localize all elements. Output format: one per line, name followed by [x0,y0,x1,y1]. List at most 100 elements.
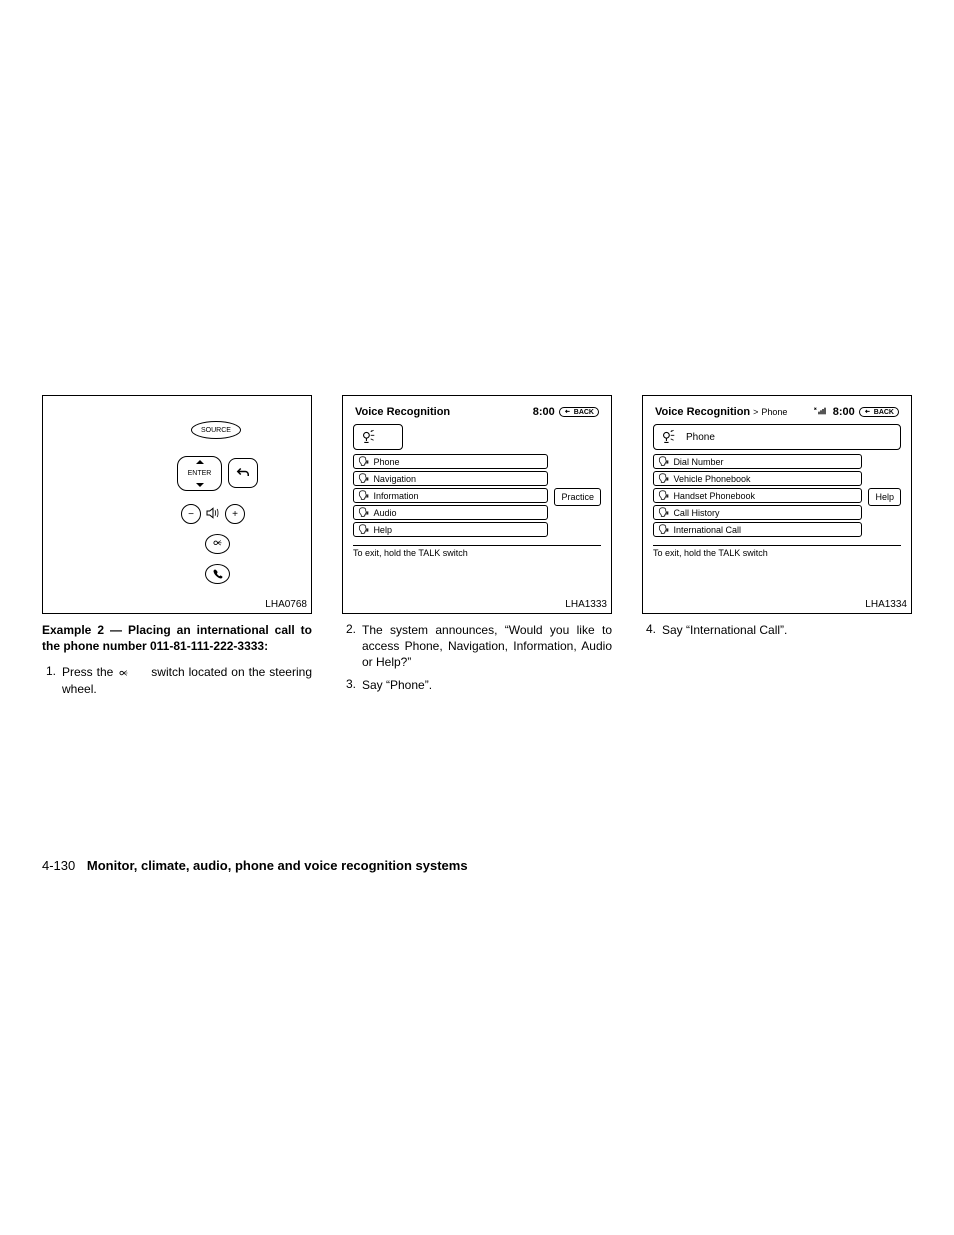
screen-content: Voice Recognition 8:00 BACK [353,406,601,558]
menu-area: 🗣 Phone 🗣 Navigation 🗣 Information 🗣 Audio 🗣… [353,454,601,539]
help-button: Help [868,488,901,506]
figure-label: LHA1333 [565,599,607,610]
column-3: Voice Recognition > Phone 8:00 BACK [642,395,912,703]
practice-button: Practice [554,488,601,506]
speak-icon: 🗣 [358,456,369,467]
figure-phone-menu: Voice Recognition > Phone 8:00 BACK [642,395,912,614]
time-text: 8:00 [533,406,555,418]
steering-button-diagram: SOURCE ENTER − + [43,396,311,596]
step-text: Say “Phone”. [362,677,612,693]
enter-button-group: ENTER [177,456,222,491]
step-3: 3. Say “Phone”. [342,677,612,693]
menu-international-call: 🗣 International Call [653,522,862,537]
menu-list: 🗣 Dial Number 🗣 Vehicle Phonebook 🗣 Handset… [653,454,862,539]
menu-call-history: 🗣 Call History [653,505,862,520]
menu-information: 🗣 Information [353,488,548,503]
example-heading: Example 2 — Placing an international cal… [42,622,312,654]
speak-icon: 🗣 [658,524,669,535]
menu-label: Information [373,491,418,501]
speak-icon: 🗣 [358,507,369,518]
speak-icon: 🗣 [658,473,669,484]
breadcrumb-root: Voice Recognition [655,406,750,418]
screen-header: Voice Recognition > Phone 8:00 BACK [653,406,901,418]
speak-icon: 🗣 [358,473,369,484]
volume-group: − + [181,504,245,524]
page-number: 4-130 [42,858,75,873]
prompt-label: Phone [686,432,715,443]
back-button-icon [228,458,258,488]
menu-dial-number: 🗣 Dial Number [653,454,862,469]
back-label: BACK [574,409,594,416]
screen-time-area: 8:00 BACK [533,406,599,418]
step-number: 1. [42,664,62,696]
step-2: 2. The system announces, “Would you like… [342,622,612,671]
step1-text-a: Press the [62,665,113,679]
menu-list: 🗣 Phone 🗣 Navigation 🗣 Information 🗣 Audio 🗣… [353,454,548,539]
section-title: Monitor, climate, audio, phone and voice… [87,858,468,873]
step-text: Press the switch located on the steering… [62,664,312,696]
step-number: 3. [342,677,362,693]
menu-label: Call History [673,508,719,518]
exit-hint: To exit, hold the TALK switch [653,545,901,558]
figure-voice-recognition: Voice Recognition 8:00 BACK [342,395,612,614]
speak-icon: 🗣 [658,507,669,518]
step-text: The system announces, “Would you like to… [362,622,612,671]
menu-label: Handset Phonebook [673,491,755,501]
column-1: SOURCE ENTER − + [42,395,312,703]
page-footer: 4-130 Monitor, climate, audio, phone and… [42,858,468,873]
menu-handset-phonebook: 🗣 Handset Phonebook [653,488,862,503]
menu-label: Help [373,525,392,535]
talk-button-icon [205,534,230,554]
enter-button: ENTER [177,456,222,491]
exit-hint: To exit, hold the TALK switch [353,545,601,558]
speak-icon: 🗣 [358,490,369,501]
step-4: 4. Say “International Call”. [642,622,912,638]
menu-audio: 🗣 Audio [353,505,548,520]
menu-label: Dial Number [673,457,723,467]
step-1: 1. Press the switch located on the steer… [42,664,312,696]
menu-label: International Call [673,525,741,535]
menu-vehicle-phonebook: 🗣 Vehicle Phonebook [653,471,862,486]
menu-help: 🗣 Help [353,522,548,537]
speak-icon: 🗣 [658,456,669,467]
menu-label: Phone [373,457,399,467]
phone-button-icon [205,564,230,584]
breadcrumb: Voice Recognition > Phone [655,406,787,418]
vol-down-icon: − [181,504,201,524]
figure-label: LHA0768 [265,599,307,610]
menu-label: Audio [373,508,396,518]
breadcrumb-sep: > [753,407,758,417]
column-2: Voice Recognition 8:00 BACK [342,395,612,703]
speak-icon: 🗣 [358,524,369,535]
menu-area: 🗣 Dial Number 🗣 Vehicle Phonebook 🗣 Handset… [653,454,901,539]
talk-inline-icon [117,667,131,679]
menu-label: Navigation [373,474,416,484]
vol-up-icon: + [225,504,245,524]
menu-phone: 🗣 Phone [353,454,548,469]
screen-title: Voice Recognition [355,406,450,418]
speaking-head-icon [360,428,380,447]
figure-label: LHA1334 [865,599,907,610]
step-number: 4. [642,622,662,638]
prompt-box [353,424,403,450]
back-badge: BACK [859,407,899,417]
signal-icon [813,406,829,418]
step-text: Say “International Call”. [662,622,912,638]
menu-label: Vehicle Phonebook [673,474,750,484]
speak-icon: 🗣 [658,490,669,501]
source-button: SOURCE [191,421,241,439]
screen-time-area: 8:00 BACK [813,406,899,418]
screen-header: Voice Recognition 8:00 BACK [353,406,601,418]
menu-navigation: 🗣 Navigation [353,471,548,486]
back-label: BACK [874,409,894,416]
screen-content: Voice Recognition > Phone 8:00 BACK [653,406,901,558]
speaker-icon [205,506,221,523]
time-text: 8:00 [833,406,855,418]
breadcrumb-sub: Phone [761,407,787,417]
page-content: SOURCE ENTER − + [42,395,912,703]
prompt-box: Phone [653,424,901,450]
step-number: 2. [342,622,362,671]
figure-steering: SOURCE ENTER − + [42,395,312,614]
speaking-head-icon [660,428,680,447]
back-badge: BACK [559,407,599,417]
